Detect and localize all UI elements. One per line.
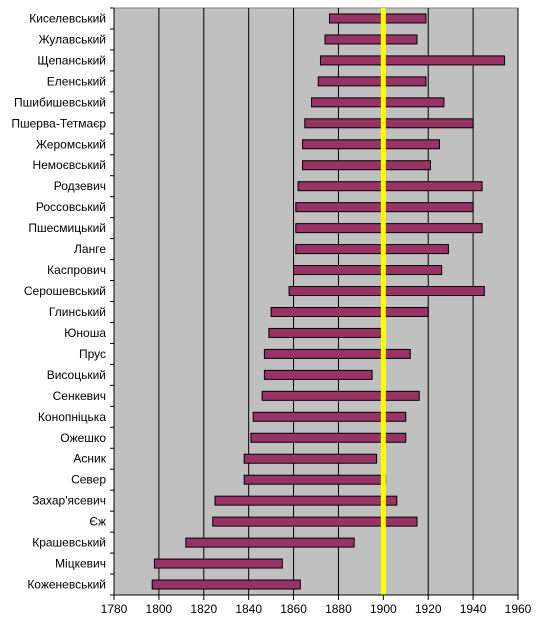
bar-3 [319,55,506,66]
category-label: Ланге [74,242,106,256]
bar-24 [214,495,398,506]
x-tick-label-1920: 1920 [415,602,442,616]
bar-13 [293,265,443,276]
category-label: Єж [89,515,106,529]
x-tick-label-1960: 1960 [505,602,532,616]
category-label: Міцкевич [55,557,106,571]
x-tick-label-1820: 1820 [190,602,217,616]
category-label: Пшесмицький [28,221,106,235]
bar-28 [151,579,301,590]
x-tick-label-1780: 1780 [101,602,128,616]
bar-22 [243,453,378,464]
bar-21 [250,432,407,443]
category-label: Жеромський [36,137,106,151]
bar-27 [153,558,283,569]
bar-9 [297,181,483,192]
bar-12 [295,244,449,255]
bar-2 [324,34,418,45]
bar-20 [252,411,407,422]
bar-1 [328,13,427,24]
category-label: Глинський [49,305,106,319]
bar-8 [302,160,431,171]
category-label: Щепанський [37,53,106,67]
bar-11 [295,223,483,234]
category-label: Пшерва-Тетмаєр [11,116,106,130]
category-label: Захар'ясевич [32,494,106,508]
category-label: Жулавський [38,32,106,46]
bar-19 [261,390,420,401]
category-label: Немоєвський [32,158,106,172]
category-label: Пшибишевський [14,95,106,109]
category-label: Еленський [47,74,106,88]
category-label: Каспрович [47,263,106,277]
category-label: Конопніцька [38,410,106,424]
bar-16 [268,327,382,338]
x-axis: 1780 1800 1820 1840 1860 1880 1900 1920 1940 1960 [101,594,532,616]
x-tick-label-1860: 1860 [280,602,307,616]
plot-area [113,7,519,596]
bar-4 [317,76,427,87]
category-label: Серошевський [24,284,106,298]
category-label: Коженевський [27,578,106,592]
bar-7 [302,139,440,150]
category-label: Родзевич [54,179,106,193]
category-label: Асник [73,452,106,466]
bar-15 [270,306,429,317]
bar-17 [263,348,411,359]
bar-14 [288,286,485,297]
category-label: Россовський [36,200,106,214]
category-label: Прус [79,347,106,361]
category-label: Ожешко [60,431,106,445]
x-tick-label-1840: 1840 [235,602,262,616]
bar-26 [185,537,355,548]
category-label: Сенкевич [53,389,106,403]
category-label: Север [71,473,106,487]
x-tick-label-1800: 1800 [146,602,173,616]
category-label: Висоцький [47,368,106,382]
x-tick-label-1940: 1940 [460,602,487,616]
category-label: Киселевський [29,11,106,25]
bar-23 [243,474,387,485]
bar-5 [311,97,445,108]
x-tick-label-1900: 1900 [370,602,397,616]
category-label: Юноша [64,326,106,340]
x-tick-label-1880: 1880 [325,602,352,616]
bar-18 [263,369,373,380]
bar-25 [212,516,418,527]
bar-6 [304,118,474,129]
y-axis: Киселевський Жулавський Щепанський Еленськи… [11,7,115,596]
category-label: Крашевський [32,536,106,550]
